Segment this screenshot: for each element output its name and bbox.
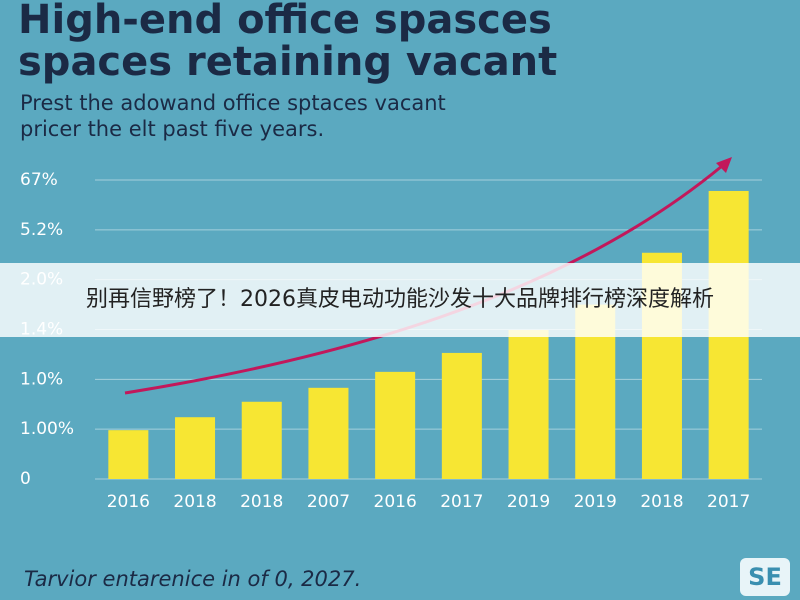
banner — [0, 263, 800, 337]
chart-subtitle: Prest the adowand office sptaces vacant — [20, 91, 446, 115]
logo: SE — [748, 563, 782, 591]
y-tick-label: 5.2% — [20, 220, 63, 240]
y-tick-label: 0 — [20, 469, 31, 489]
bar — [508, 329, 549, 479]
bar — [108, 430, 149, 479]
x-tick-label: 2018 — [640, 492, 683, 512]
y-tick-label: 1.0% — [20, 369, 63, 389]
chart-subtitle: pricer the elt past five years. — [20, 117, 324, 141]
x-tick-label: 2019 — [507, 492, 550, 512]
bar — [241, 401, 282, 479]
x-tick-label: 2016 — [107, 492, 150, 512]
bar — [175, 417, 216, 479]
x-tick-label: 2016 — [374, 492, 417, 512]
logo-box — [740, 558, 790, 596]
bar — [375, 371, 416, 479]
arrow-head — [716, 157, 732, 173]
chart-title: spaces retaining vacant — [18, 39, 557, 85]
x-tick-label: 2019 — [574, 492, 617, 512]
x-tick-label: 2017 — [707, 492, 750, 512]
y-tick-label: 1.00% — [20, 419, 74, 439]
y-tick-label: 67% — [20, 170, 58, 190]
x-tick-label: 2017 — [440, 492, 483, 512]
chart-title: High-end office spasces — [18, 0, 552, 43]
banner-text: 别再信野榜了！2026真皮电动功能沙发十大品牌排行榜深度解析 — [86, 287, 714, 312]
caption: Tarvior entarenice in of 0, 2027. — [24, 567, 361, 591]
bar — [441, 352, 482, 479]
bar — [308, 387, 349, 479]
x-tick-label: 2018 — [173, 492, 216, 512]
x-tick-label: 2007 — [307, 492, 350, 512]
x-tick-label: 2018 — [240, 492, 283, 512]
